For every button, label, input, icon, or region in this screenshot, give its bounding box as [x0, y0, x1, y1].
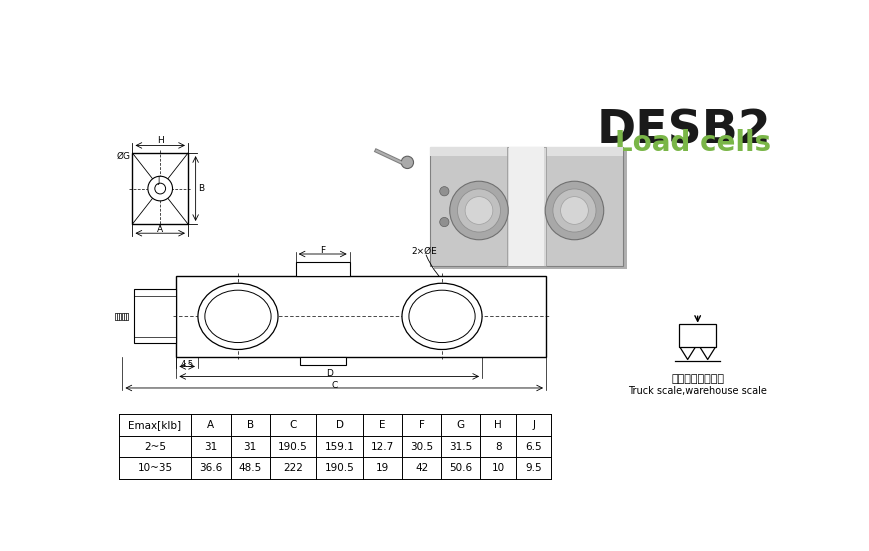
- Text: 159.1: 159.1: [324, 441, 355, 451]
- Bar: [299, 357, 345, 365]
- Text: 19: 19: [375, 463, 388, 473]
- Text: C: C: [289, 420, 296, 430]
- Bar: [122, 312, 123, 320]
- Text: A: A: [207, 420, 215, 430]
- Text: 12.7: 12.7: [370, 441, 394, 451]
- Bar: [115, 312, 116, 320]
- Text: 48.5: 48.5: [238, 463, 262, 473]
- Text: 50.6: 50.6: [448, 463, 472, 473]
- Ellipse shape: [408, 290, 474, 343]
- Text: H: H: [156, 136, 163, 145]
- Bar: [115, 312, 116, 320]
- Bar: [117, 312, 119, 320]
- Bar: [126, 312, 128, 320]
- Text: 9.5: 9.5: [525, 463, 541, 473]
- Text: F: F: [320, 246, 325, 255]
- Bar: [117, 312, 119, 320]
- Bar: [119, 312, 121, 320]
- Circle shape: [560, 197, 587, 224]
- Text: Truck scale,warehouse scale: Truck scale,warehouse scale: [627, 386, 766, 396]
- Circle shape: [148, 176, 172, 201]
- Circle shape: [545, 181, 603, 240]
- Text: 36.6: 36.6: [199, 463, 222, 473]
- Bar: [119, 312, 121, 320]
- Text: A: A: [157, 225, 163, 234]
- Circle shape: [155, 183, 165, 194]
- Text: H: H: [494, 420, 501, 430]
- Text: 10~35: 10~35: [137, 463, 172, 473]
- Ellipse shape: [204, 290, 271, 343]
- Bar: [507, 147, 546, 266]
- Text: F: F: [418, 420, 424, 430]
- Text: 6.5: 6.5: [525, 441, 541, 451]
- Text: 190.5: 190.5: [324, 463, 355, 473]
- Bar: [295, 262, 349, 276]
- Text: 190.5: 190.5: [278, 441, 308, 451]
- Text: 4.5: 4.5: [181, 360, 194, 369]
- Bar: [124, 312, 126, 320]
- Circle shape: [457, 189, 500, 232]
- Text: 2~5: 2~5: [144, 441, 166, 451]
- Text: ØG: ØG: [116, 152, 131, 160]
- Circle shape: [449, 181, 507, 240]
- Circle shape: [401, 156, 413, 169]
- Circle shape: [439, 218, 448, 226]
- Text: D: D: [325, 369, 332, 378]
- Text: 2×ØE: 2×ØE: [411, 246, 436, 256]
- Text: J: J: [157, 176, 160, 185]
- Text: Emax[klb]: Emax[klb]: [129, 420, 182, 430]
- Text: 30.5: 30.5: [409, 441, 433, 451]
- Bar: [134, 289, 176, 343]
- Text: 31.5: 31.5: [448, 441, 472, 451]
- Text: G: G: [456, 420, 464, 430]
- Ellipse shape: [198, 283, 278, 349]
- Bar: [126, 312, 128, 320]
- Text: 31: 31: [243, 441, 256, 451]
- Bar: [430, 147, 622, 156]
- Text: DESB2: DESB2: [596, 109, 771, 154]
- Bar: [434, 149, 626, 269]
- Text: B: B: [198, 184, 204, 193]
- Text: C: C: [331, 381, 337, 390]
- Bar: [124, 312, 126, 320]
- Text: 汽车衡、仓储秤等: 汽车衡、仓储秤等: [670, 374, 723, 384]
- Text: D: D: [335, 420, 343, 430]
- Bar: [122, 312, 123, 320]
- Text: B: B: [246, 420, 254, 430]
- Bar: [132, 153, 188, 224]
- Text: E: E: [379, 420, 385, 430]
- Bar: [508, 147, 544, 266]
- Circle shape: [465, 197, 492, 224]
- Text: 42: 42: [415, 463, 428, 473]
- Bar: [679, 324, 715, 347]
- Text: 222: 222: [282, 463, 302, 473]
- Text: 8: 8: [494, 441, 501, 451]
- Circle shape: [553, 189, 595, 232]
- Bar: [176, 276, 546, 357]
- Ellipse shape: [401, 283, 481, 349]
- Bar: [430, 147, 622, 266]
- Text: 10: 10: [491, 463, 504, 473]
- Text: Load cells: Load cells: [614, 129, 771, 157]
- Circle shape: [439, 187, 448, 196]
- Text: J: J: [532, 420, 534, 430]
- Text: 31: 31: [204, 441, 217, 451]
